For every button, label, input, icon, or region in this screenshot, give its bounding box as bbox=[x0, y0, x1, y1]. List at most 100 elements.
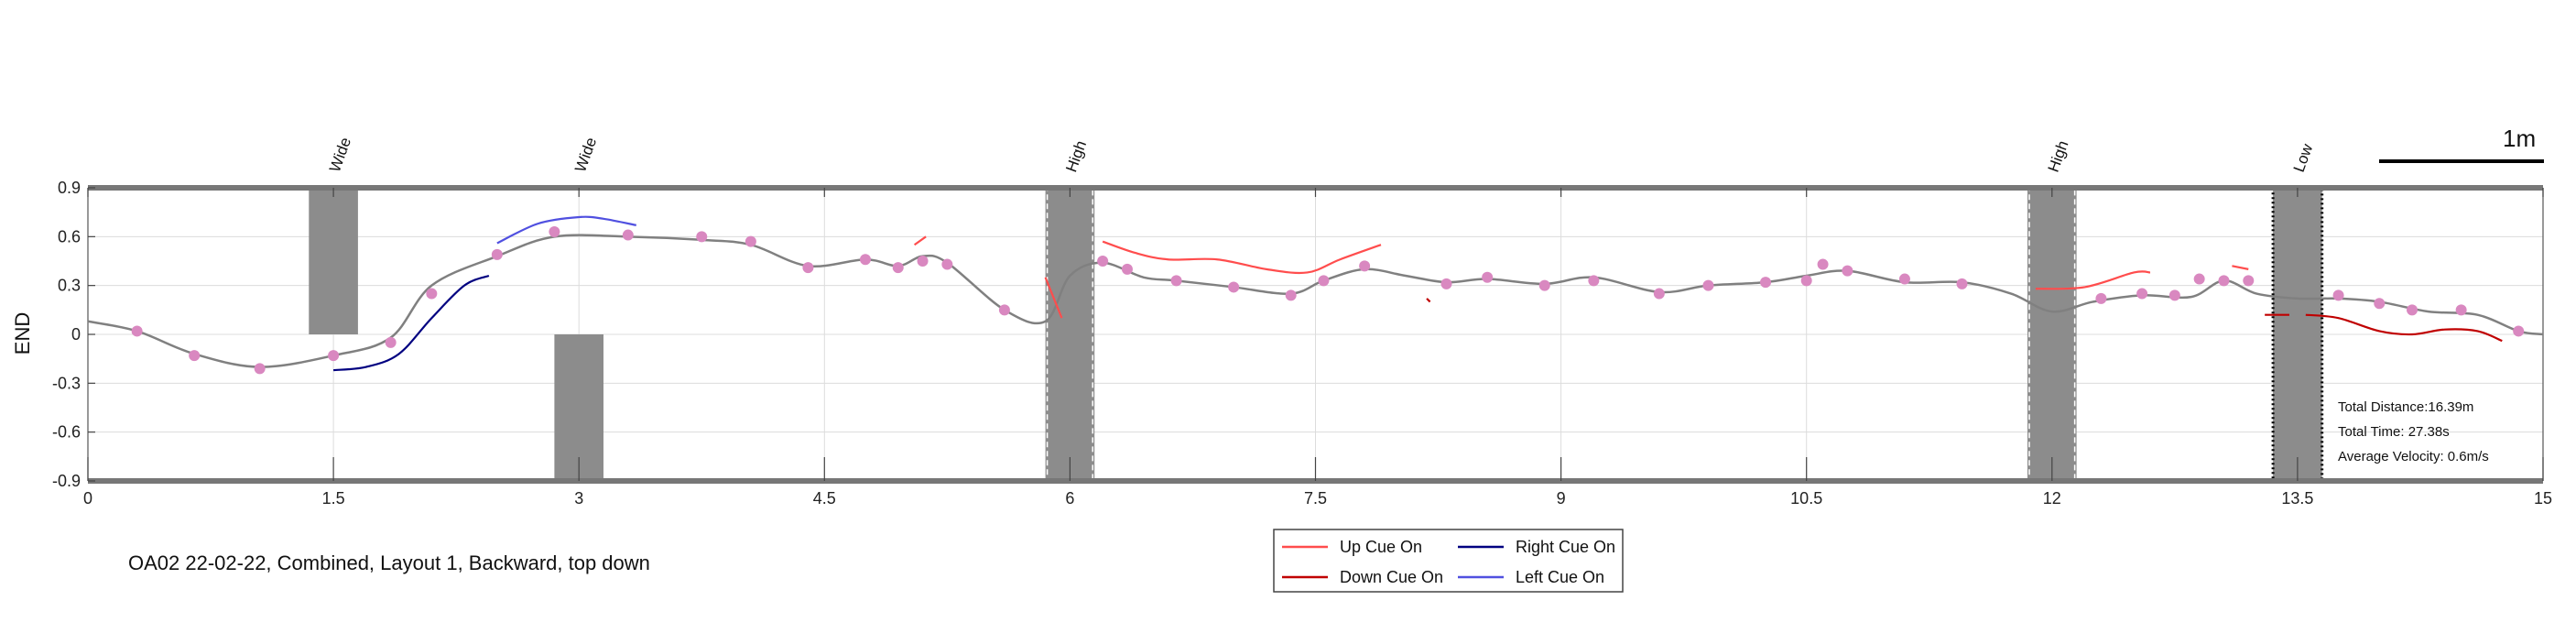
trajectory-point bbox=[1318, 275, 1330, 287]
trajectory-point bbox=[696, 231, 708, 243]
legend-label-up-cue: Up Cue On bbox=[1340, 538, 1422, 556]
x-tick-label: 15 bbox=[2534, 489, 2552, 508]
obstacle-label: High bbox=[1062, 138, 1090, 174]
x-tick-label: 12 bbox=[2043, 489, 2061, 508]
up-cue-on-segment bbox=[913, 235, 927, 246]
trajectory-point bbox=[1760, 277, 1772, 289]
stats-box: Total Distance:16.39m Total Time: 27.38s… bbox=[2338, 399, 2489, 464]
trajectory-point bbox=[1170, 275, 1182, 287]
trajectory-point bbox=[2218, 275, 2230, 287]
y-tick-label: 0 bbox=[71, 325, 81, 344]
stat-total-time: Total Time: 27.38s bbox=[2338, 424, 2450, 440]
trajectory-point bbox=[917, 256, 929, 267]
trajectory-point bbox=[2332, 289, 2344, 301]
trajectory-point bbox=[1121, 263, 1133, 275]
y-tick-label: 0.6 bbox=[58, 227, 81, 246]
legend: Up Cue On Right Cue On Down Cue On Left … bbox=[1273, 529, 1624, 593]
obstacles: Wide Wide High High Low bbox=[309, 135, 2324, 483]
trajectory-point bbox=[2136, 288, 2148, 300]
obstacle-block bbox=[1045, 188, 1095, 481]
obstacle-block bbox=[2273, 188, 2322, 481]
left-cue-on-segment bbox=[496, 215, 636, 245]
trajectory-point bbox=[189, 350, 201, 362]
tick-labels: 0 1.5 3 4.5 6 7.5 9 10.5 12 13.5 15 0.9 0.6 0.3 0 -0.3 -… bbox=[52, 179, 2552, 508]
y-tick-label: -0.6 bbox=[52, 423, 81, 442]
trajectory-point bbox=[328, 350, 340, 362]
trajectory-point bbox=[1702, 279, 1714, 291]
trajectory-point bbox=[2407, 304, 2418, 316]
trajectory-point bbox=[385, 336, 397, 348]
x-tick-label: 6 bbox=[1065, 489, 1074, 508]
trajectory-point bbox=[1538, 279, 1550, 291]
scale-bar: 1m bbox=[2379, 125, 2544, 163]
up-cue-on-segment bbox=[2232, 265, 2249, 270]
x-tick-label: 7.5 bbox=[1304, 489, 1327, 508]
x-tick-label: 10.5 bbox=[1790, 489, 1822, 508]
trajectory-point bbox=[1653, 288, 1665, 300]
trajectory-point bbox=[745, 235, 756, 247]
trajectory-point bbox=[1228, 281, 1240, 293]
stat-total-distance: Total Distance:16.39m bbox=[2338, 399, 2473, 415]
obstacle-block bbox=[309, 188, 358, 334]
stat-average-velocity: Average Velocity: 0.6m/s bbox=[2338, 449, 2489, 464]
right-cue-on-segment bbox=[332, 274, 490, 372]
markers bbox=[131, 226, 2525, 375]
trajectory-point bbox=[622, 229, 634, 241]
figure-caption: OA02 22-02-22, Combined, Layout 1, Backw… bbox=[128, 551, 650, 574]
x-tick-label: 1.5 bbox=[322, 489, 345, 508]
trajectory-point bbox=[549, 226, 560, 237]
x-tick-label: 3 bbox=[574, 489, 583, 508]
obstacle-block bbox=[554, 334, 604, 481]
legend-box bbox=[1273, 529, 1624, 593]
legend-label-down-cue: Down Cue On bbox=[1340, 568, 1443, 586]
trajectory-point bbox=[1285, 289, 1297, 301]
trajectory-point bbox=[1482, 271, 1494, 283]
trajectory-point bbox=[1898, 273, 1910, 285]
y-tick-label: -0.3 bbox=[52, 374, 81, 392]
trajectory-point bbox=[802, 262, 814, 274]
trajectory-point bbox=[859, 254, 871, 266]
grid-lines bbox=[87, 187, 2544, 482]
up-cue-on-segment bbox=[2035, 270, 2151, 290]
obstacle-block bbox=[2027, 188, 2077, 481]
trajectory-point bbox=[1097, 256, 1109, 267]
trajectory-point bbox=[1800, 275, 1812, 287]
trajectory-point bbox=[426, 288, 438, 300]
up-cue-on-segment bbox=[1044, 277, 1063, 319]
y-axis-label: END bbox=[11, 312, 34, 355]
obstacle-label: High bbox=[2045, 138, 2072, 174]
trajectory-point bbox=[2513, 325, 2525, 337]
y-tick-label: 0.3 bbox=[58, 277, 81, 295]
trajectory-point bbox=[1842, 265, 1853, 277]
trajectory-point bbox=[1956, 278, 1968, 289]
obstacle-label: Wide bbox=[326, 135, 354, 174]
trajectory-point bbox=[2243, 275, 2255, 287]
trajectory-point bbox=[892, 262, 904, 274]
obstacle-label: Wide bbox=[571, 135, 600, 174]
x-tick-label: 9 bbox=[1557, 489, 1566, 508]
legend-label-right-cue: Right Cue On bbox=[1516, 538, 1615, 556]
trajectory-point bbox=[2168, 289, 2180, 301]
legend-label-left-cue: Left Cue On bbox=[1516, 568, 1604, 586]
trajectory-point bbox=[1440, 278, 1452, 289]
down-cue-on-segment bbox=[1426, 298, 1431, 303]
trajectory-point bbox=[1588, 275, 1600, 287]
trajectory-point bbox=[998, 304, 1010, 316]
trajectory-point bbox=[1817, 258, 1829, 270]
x-tick-label: 0 bbox=[83, 489, 92, 508]
trajectory-point bbox=[254, 363, 266, 375]
down-cue-on-segment bbox=[2305, 313, 2503, 343]
trajectory-point bbox=[2374, 298, 2386, 310]
y-tick-label: 0.9 bbox=[58, 179, 81, 197]
x-tick-label: 13.5 bbox=[2281, 489, 2313, 508]
up-cue-on-segment bbox=[1102, 240, 1382, 275]
y-tick-label: -0.9 bbox=[52, 472, 81, 490]
trajectory-point bbox=[2455, 304, 2467, 316]
trajectory-point bbox=[131, 325, 143, 337]
trajectory-point bbox=[1359, 260, 1371, 272]
trajectory-point bbox=[941, 258, 953, 270]
trajectory-point bbox=[2095, 292, 2107, 304]
trajectory-point bbox=[491, 248, 503, 260]
obstacle-label: Low bbox=[2290, 141, 2317, 174]
